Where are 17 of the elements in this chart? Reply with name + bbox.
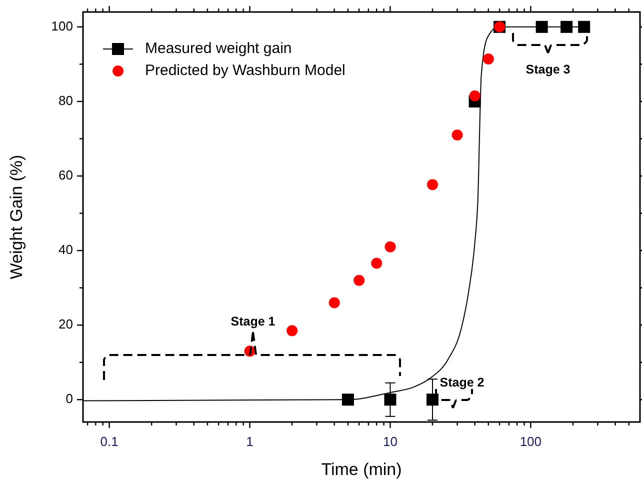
x-tick-label: 1 (246, 434, 254, 449)
annotation: Stage 2 (440, 375, 484, 390)
y-tick-label: 0 (66, 391, 73, 406)
annotation: Stage 3 (526, 62, 570, 76)
legend-label: Measured weight gain (145, 40, 292, 57)
y-tick-label: 20 (58, 316, 73, 332)
y-axis-title: Weight Gain (%) (7, 154, 26, 280)
y-tick-label: 40 (58, 242, 73, 257)
y-tick-label: 80 (58, 92, 73, 108)
y-tick-label: 100 (51, 18, 73, 34)
x-tick-label: 0.1 (100, 434, 118, 449)
x-tick-label: 10 (382, 434, 398, 449)
y-tick-label: 60 (58, 167, 73, 182)
x-axis-title: Time (min) (321, 460, 402, 479)
x-tick-label: 100 (520, 434, 542, 449)
annotation: Stage 1 (230, 314, 276, 328)
legend-label: Predicted by Washburn Model (145, 62, 346, 79)
